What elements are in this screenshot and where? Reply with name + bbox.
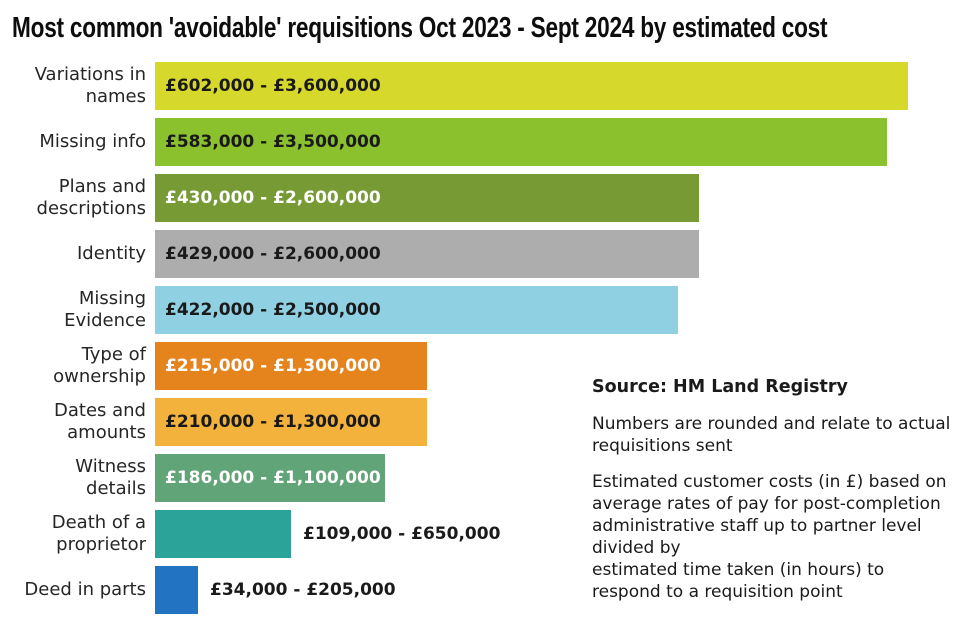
bar-zone: £429,000 - £2,600,000 xyxy=(155,230,908,278)
category-label: Identity xyxy=(77,243,146,265)
bar-row: Witness details £186,000 - £1,100,000 xyxy=(0,454,960,502)
bar-zone: £34,000 - £205,000 xyxy=(155,566,908,614)
source-label: Source: HM Land Registry xyxy=(592,377,848,397)
bar-zone: £215,000 - £1,300,000 xyxy=(155,342,908,390)
category-label: Death of a proprietor xyxy=(51,512,146,555)
value-range-label: £429,000 - £2,600,000 xyxy=(165,244,381,264)
bar xyxy=(155,398,427,446)
category-label: Type of ownership xyxy=(53,344,146,387)
bar-row: Deed in parts £34,000 - £205,000 xyxy=(0,566,960,614)
category-label: Plans and descriptions xyxy=(36,176,146,219)
value-range-label: £602,000 - £3,600,000 xyxy=(165,76,381,96)
value-range-label: £583,000 - £3,500,000 xyxy=(165,132,381,152)
value-range-label: £186,000 - £1,100,000 xyxy=(165,468,381,488)
bar-row: Dates and amounts £210,000 - £1,300,000 xyxy=(0,398,960,446)
category-label: Deed in parts xyxy=(24,579,146,601)
bar xyxy=(155,174,699,222)
category-label: Witness details xyxy=(75,456,146,499)
note-rounding: Numbers are rounded and relate to actual… xyxy=(592,413,951,456)
bar-zone: £430,000 - £2,600,000 xyxy=(155,174,908,222)
category-label: Missing Evidence xyxy=(64,288,146,331)
bar-zone: £109,000 - £650,000 xyxy=(155,510,908,558)
bar xyxy=(155,454,385,502)
bar-zone: £186,000 - £1,100,000 xyxy=(155,454,908,502)
bar-row: Variations in names £602,000 - £3,600,00… xyxy=(0,62,960,110)
category-label: Missing info xyxy=(39,131,146,153)
bar xyxy=(155,510,291,558)
bar xyxy=(155,230,699,278)
bar-row: Type of ownership £215,000 - £1,300,000 xyxy=(0,342,960,390)
bar-zone: £602,000 - £3,600,000 xyxy=(155,62,908,110)
value-range-label: £34,000 - £205,000 xyxy=(210,580,396,600)
notes-block: Source: HM Land Registry Numbers are rou… xyxy=(592,376,952,618)
bar xyxy=(155,342,427,390)
bar-zone: £210,000 - £1,300,000 xyxy=(155,398,908,446)
bar xyxy=(155,62,908,110)
bar-row: Missing info £583,000 - £3,500,000 xyxy=(0,118,960,166)
value-range-label: £215,000 - £1,300,000 xyxy=(165,356,381,376)
note-methodology: Estimated customer costs (in £) based on… xyxy=(592,471,947,603)
category-label: Dates and amounts xyxy=(54,400,146,443)
bar-row: Missing Evidence £422,000 - £2,500,000 xyxy=(0,286,960,334)
bar-row: Death of a proprietor £109,000 - £650,00… xyxy=(0,510,960,558)
value-range-label: £430,000 - £2,600,000 xyxy=(165,188,381,208)
bar-rows-container: Variations in names £602,000 - £3,600,00… xyxy=(0,62,960,622)
bar-zone: £422,000 - £2,500,000 xyxy=(155,286,908,334)
bar-row: Identity £429,000 - £2,600,000 xyxy=(0,230,960,278)
bar xyxy=(155,286,678,334)
bar-row: Plans and descriptions £430,000 - £2,600… xyxy=(0,174,960,222)
bar xyxy=(155,118,887,166)
chart-title: Most common 'avoidable' requisitions Oct… xyxy=(12,12,828,44)
value-range-label: £210,000 - £1,300,000 xyxy=(165,412,381,432)
bar-zone: £583,000 - £3,500,000 xyxy=(155,118,908,166)
category-label: Variations in names xyxy=(34,64,146,107)
value-range-label: £109,000 - £650,000 xyxy=(303,524,501,544)
value-range-label: £422,000 - £2,500,000 xyxy=(165,300,381,320)
bar xyxy=(155,566,198,614)
